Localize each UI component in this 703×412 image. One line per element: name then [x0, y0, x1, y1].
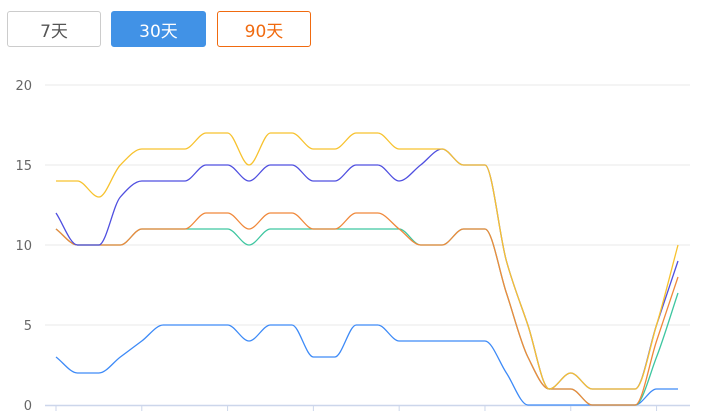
range-30-days-button[interactable]: 30天 — [111, 11, 206, 47]
series-line — [55, 148, 679, 390]
series-line — [55, 324, 678, 406]
y-tick-label: 15 — [15, 159, 32, 174]
range-90-days-button[interactable]: 90天 — [217, 11, 311, 47]
y-tick-label: 10 — [15, 239, 32, 254]
y-tick-label: 0 — [24, 399, 32, 412]
series-line — [55, 228, 679, 406]
series-line — [55, 212, 679, 406]
series-line — [55, 132, 679, 390]
y-tick-label: 20 — [15, 79, 32, 94]
y-tick-label: 5 — [24, 319, 32, 334]
range-7-days-button[interactable]: 7天 — [7, 11, 101, 47]
